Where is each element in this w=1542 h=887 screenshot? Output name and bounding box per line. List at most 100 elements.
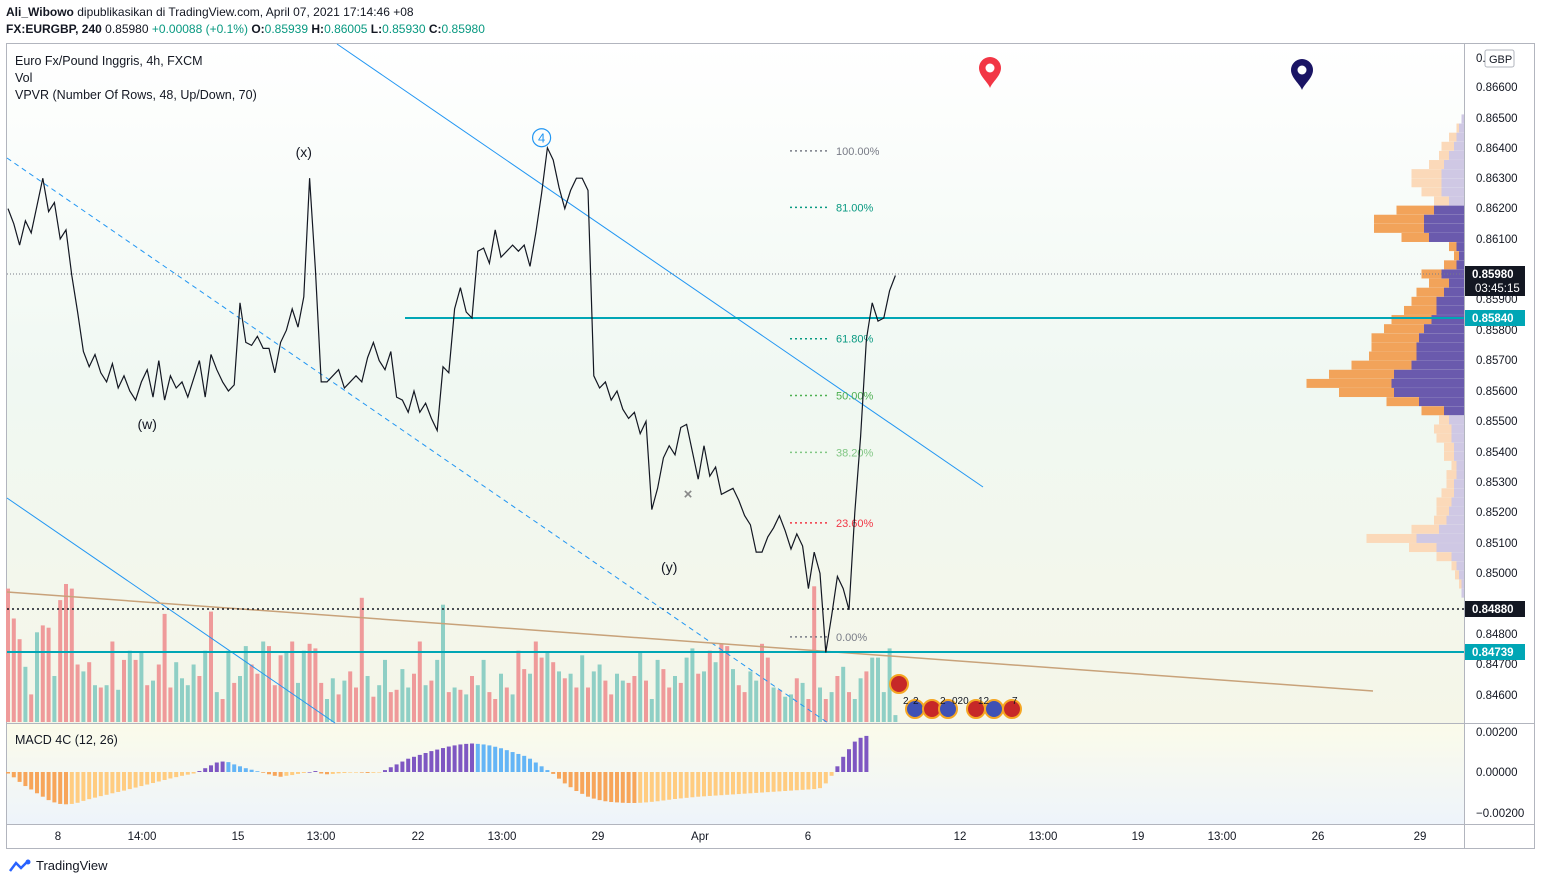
volume-bar — [319, 682, 324, 722]
volume-bar — [203, 650, 208, 722]
volume-bar — [348, 671, 353, 722]
macd-bar — [470, 743, 474, 772]
vpvr-up-bar — [1449, 196, 1464, 206]
volume-bar — [388, 692, 393, 722]
macd-bar — [127, 772, 132, 790]
volume-bar — [852, 699, 857, 722]
vpvr-up-bar — [1459, 251, 1464, 261]
fib-label: 100.00% — [836, 146, 880, 158]
macd-bar — [220, 761, 225, 772]
macd-bar — [446, 746, 451, 772]
vpvr-down-bar — [1436, 497, 1452, 507]
price-tick-label: 0.85500 — [1476, 416, 1518, 428]
macd-bar — [800, 772, 805, 790]
fib-label: 0.00% — [836, 632, 867, 644]
volume-bar — [644, 680, 648, 722]
vpvr-down-bar — [1429, 160, 1444, 170]
vpvr-up-bar — [1436, 543, 1464, 553]
volume-bar — [354, 687, 358, 722]
volume-bar — [278, 655, 283, 722]
macd-bar — [238, 766, 242, 772]
macd-bar — [464, 743, 469, 772]
vpvr-down-bar — [1391, 315, 1432, 325]
macd-bar — [528, 758, 532, 772]
tradingview-footer[interactable]: TradingView — [8, 858, 108, 873]
price-tick-label: 0.86200 — [1476, 203, 1518, 215]
macd-bar — [87, 772, 92, 800]
volume-bar — [46, 627, 51, 722]
time-tick-label: 14:00 — [128, 831, 157, 843]
macd-bar — [325, 772, 329, 775]
vpvr-up-bar — [1449, 150, 1464, 160]
vpvr-up-bar — [1454, 451, 1464, 461]
event-count: 2 — [903, 696, 909, 707]
macd-bar — [249, 769, 254, 772]
macd-bar — [110, 772, 115, 794]
macd-bar — [626, 772, 631, 803]
macd-bar — [354, 772, 358, 773]
vpvr-down-bar — [1374, 214, 1424, 224]
vpvr-down-bar — [1366, 533, 1417, 543]
macd-bar — [6, 772, 10, 774]
macd-bar — [406, 758, 411, 772]
vpvr-up-bar — [1416, 351, 1464, 361]
macd-bar — [719, 772, 724, 796]
price-label-box — [1465, 266, 1525, 296]
macd-bar — [267, 772, 271, 775]
macd-bar — [696, 772, 701, 797]
vpvr-down-bar — [1351, 360, 1412, 370]
high-value: 0.86005 — [324, 22, 368, 36]
price-change: +0.00088 (+0.1%) — [151, 22, 248, 36]
vpvr-down-bar — [1441, 488, 1454, 498]
macd-bar — [412, 756, 416, 772]
price-tick-label: 0.85200 — [1476, 507, 1518, 519]
volume-bar — [209, 611, 213, 722]
volume-bar — [487, 692, 492, 722]
macd-bar — [278, 772, 283, 777]
time-tick-label: 22 — [412, 831, 425, 843]
vpvr-down-bar — [1434, 515, 1447, 525]
wave-label: 4 — [538, 131, 545, 146]
macd-bar — [725, 772, 730, 795]
macd-bar — [777, 772, 782, 792]
macd-bar — [742, 772, 747, 794]
dashed-trendline — [6, 157, 829, 724]
event-flag-icon — [889, 674, 909, 694]
vpvr-up-bar — [1456, 260, 1464, 270]
macd-bar — [17, 772, 22, 782]
fib-label: 23.60% — [836, 518, 874, 530]
macd-bar — [597, 772, 602, 801]
macd-bar — [516, 753, 521, 772]
volume-bar — [168, 687, 173, 722]
time-tick-label: 13:00 — [1208, 831, 1237, 843]
vpvr-down-bar — [1384, 324, 1424, 334]
vpvr-down-bar — [1329, 369, 1394, 379]
volume-bar — [475, 685, 480, 722]
price-tick-label: 0.84700 — [1476, 659, 1518, 671]
volume-bar — [249, 664, 254, 722]
vpvr-up-bar — [1436, 296, 1464, 306]
macd-bar — [568, 772, 573, 788]
vpvr-down-bar — [1446, 470, 1457, 480]
volume-bar — [632, 676, 637, 722]
macd-bar — [481, 744, 486, 772]
macd-bar — [371, 772, 376, 773]
macd-bar — [40, 772, 45, 797]
vpvr-down-bar — [1409, 543, 1437, 553]
vpvr-down-bar — [1444, 442, 1454, 452]
volume-bar — [736, 685, 741, 722]
volume-bar — [23, 666, 28, 722]
volume-bar — [435, 659, 440, 722]
macd-bar — [377, 772, 382, 773]
vpvr-down-bar — [1429, 278, 1449, 288]
vpvr-up-bar — [1439, 524, 1464, 534]
vpvr-up-bar — [1394, 369, 1464, 379]
vpvr-up-bar — [1424, 214, 1464, 224]
vpvr-up-bar — [1459, 570, 1464, 580]
vpvr-down-bar — [1386, 397, 1419, 407]
volume-bar — [690, 648, 695, 722]
volume-bar — [6, 588, 10, 722]
publish-info: Ali_Wibowo dipublikasikan di TradingView… — [6, 5, 414, 19]
volume-bar — [371, 696, 376, 722]
